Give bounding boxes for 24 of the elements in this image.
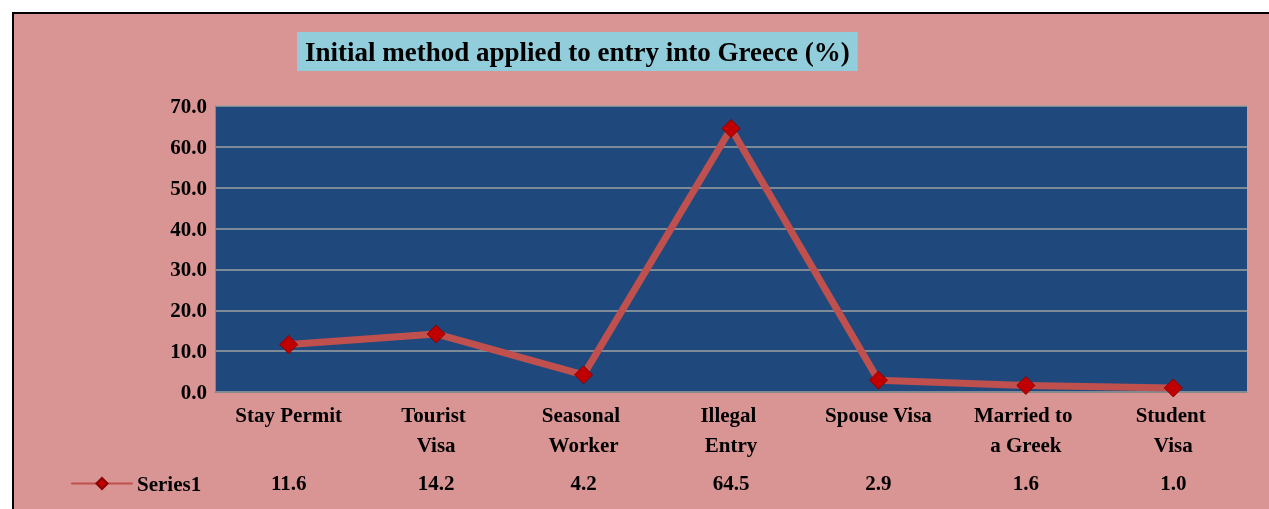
x-tick-label: Spouse Visa xyxy=(825,403,933,427)
chart-title: Initial method applied to entry into Greece (%) xyxy=(305,36,850,67)
y-tick-label: 60.0 xyxy=(170,134,207,159)
y-tick-label: 20.0 xyxy=(170,298,207,323)
x-tick-label: Married to a Greek xyxy=(973,403,1078,457)
x-tick-label: Seasonal Worker xyxy=(541,403,626,457)
y-tick-label: 50.0 xyxy=(170,175,207,200)
data-label: 1.0 xyxy=(1160,470,1187,495)
data-label: 2.9 xyxy=(865,470,892,495)
x-tick-label: Student Visa xyxy=(1135,403,1211,457)
y-tick-label: 0.0 xyxy=(180,380,207,404)
y-tick-label: 40.0 xyxy=(170,216,207,241)
x-tick-label: Tourist Visa xyxy=(401,403,472,457)
data-label: 64.5 xyxy=(712,470,750,495)
data-label: 14.2 xyxy=(417,470,455,495)
data-label: 11.6 xyxy=(270,470,307,495)
data-label: 4.2 xyxy=(570,470,597,495)
y-tick-label: 10.0 xyxy=(170,339,207,364)
legend-label: Series1 xyxy=(137,471,202,496)
data-label: 1.6 xyxy=(1012,470,1039,495)
y-tick-label: 70.0 xyxy=(170,94,207,118)
x-tick-label: Illegal Entry xyxy=(700,403,762,457)
x-tick-label: Stay Permit xyxy=(235,403,343,427)
y-tick-label: 30.0 xyxy=(170,257,207,282)
